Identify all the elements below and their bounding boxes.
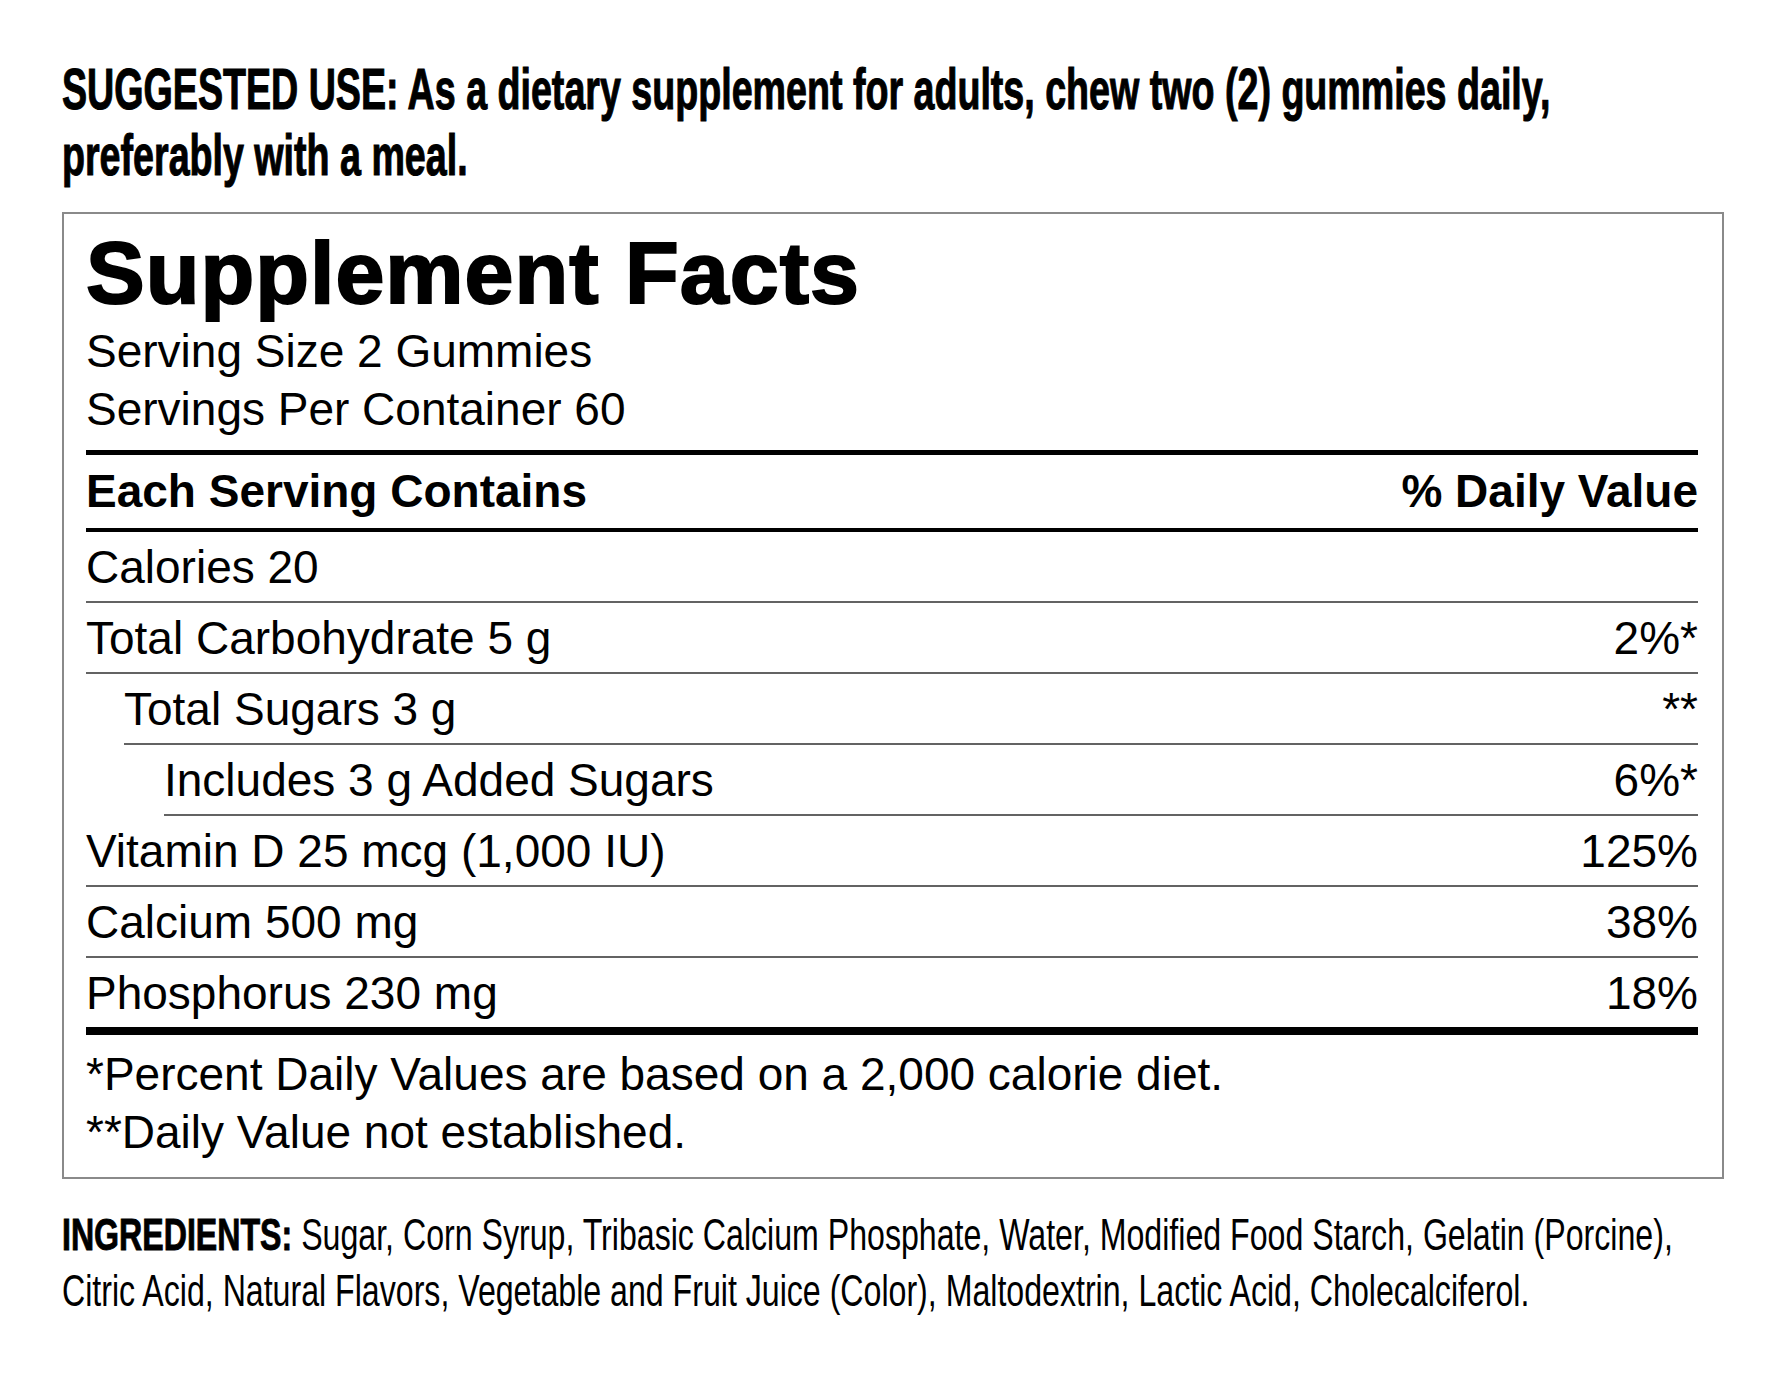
row-total-sugars: Total Sugars 3 g ** [124, 674, 1698, 745]
row-calcium: Calcium 500 mg 38% [86, 887, 1698, 958]
suggested-use-line-1: SUGGESTED USE: As a dietary supplement f… [62, 56, 1198, 122]
footnotes: *Percent Daily Values are based on a 2,0… [86, 1035, 1698, 1177]
row-added-sugars: Includes 3 g Added Sugars 6%* [164, 745, 1698, 816]
ingredients-line-2: Citric Acid, Natural Flavors, Vegetable … [62, 1263, 1318, 1319]
row-value: 18% [1606, 966, 1698, 1020]
row-value: 6%* [1614, 753, 1698, 807]
row-value: 2%* [1614, 611, 1698, 665]
supplement-facts-panel: Supplement Facts Serving Size 2 Gummies … [62, 212, 1724, 1179]
row-label: Calories 20 [86, 540, 319, 594]
suggested-use-text: SUGGESTED USE: As a dietary supplement f… [62, 56, 1783, 188]
ingredients-line-1-text: Sugar, Corn Syrup, Tribasic Calcium Phos… [301, 1210, 1673, 1259]
ingredients-text: INGREDIENTS: Sugar, Corn Syrup, Tribasic… [62, 1207, 1783, 1319]
serving-size: Serving Size 2 Gummies [86, 322, 1698, 380]
servings-per-container: Servings Per Container 60 [86, 380, 1698, 438]
ingredients-label: INGREDIENTS: [62, 1210, 292, 1259]
row-vitamin-d: Vitamin D 25 mcg (1,000 IU) 125% [86, 816, 1698, 887]
ingredients-line-1: INGREDIENTS: Sugar, Corn Syrup, Tribasic… [62, 1207, 1318, 1263]
row-value: ** [1662, 682, 1698, 736]
row-calories: Calories 20 [86, 532, 1698, 603]
row-label: Total Carbohydrate 5 g [86, 611, 551, 665]
row-value: 38% [1606, 895, 1698, 949]
row-label: Calcium 500 mg [86, 895, 418, 949]
column-header-left: Each Serving Contains [86, 465, 587, 517]
row-label: Includes 3 g Added Sugars [164, 753, 714, 807]
panel-title: Supplement Facts [86, 224, 1698, 322]
footnote-daily-values: *Percent Daily Values are based on a 2,0… [86, 1045, 1698, 1103]
bottom-rule [86, 1027, 1698, 1035]
row-label: Vitamin D 25 mcg (1,000 IU) [86, 824, 666, 878]
label-page: SUGGESTED USE: As a dietary supplement f… [0, 0, 1783, 1319]
row-label: Total Sugars 3 g [124, 682, 456, 736]
column-header-right: % Daily Value [1401, 465, 1698, 517]
row-total-carbohydrate: Total Carbohydrate 5 g 2%* [86, 603, 1698, 674]
row-label: Phosphorus 230 mg [86, 966, 498, 1020]
row-value: 125% [1580, 824, 1698, 878]
footnote-not-established: **Daily Value not established. [86, 1103, 1698, 1161]
column-header-row: Each Serving Contains % Daily Value [86, 455, 1698, 532]
row-phosphorus: Phosphorus 230 mg 18% [86, 958, 1698, 1027]
suggested-use-line-2: preferably with a meal. [62, 122, 1198, 188]
